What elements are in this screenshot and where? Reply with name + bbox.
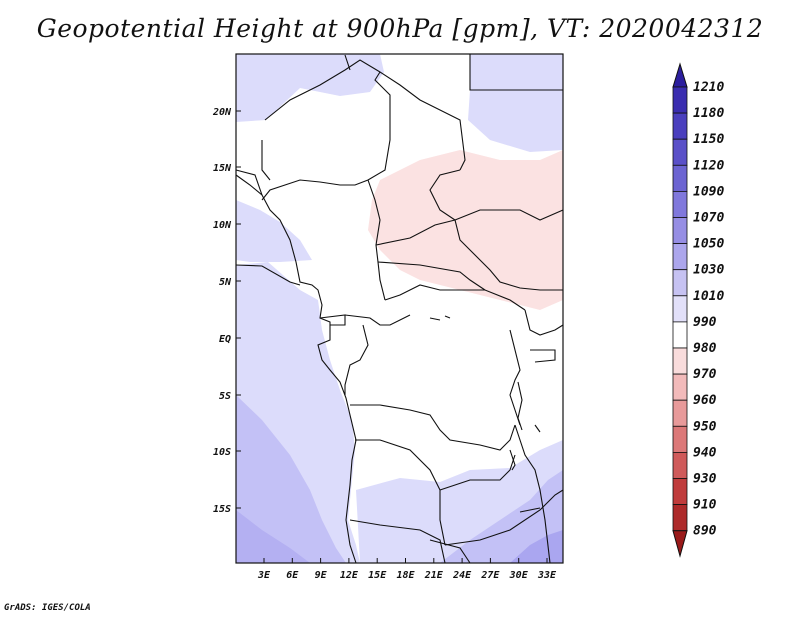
country-borders: [235, 54, 564, 564]
lat-label: 20N: [212, 107, 232, 118]
colorbar-label: 1070: [693, 211, 724, 226]
colorbar-segment: [672, 138, 688, 166]
height-shade-1010-gulf: [236, 200, 312, 262]
lon-label: 33E: [537, 570, 557, 581]
lon-label: 18E: [396, 570, 415, 581]
lon-label: 15E: [368, 570, 387, 581]
colorbar-label: 1210: [693, 80, 724, 95]
lon-label: 27E: [480, 570, 500, 581]
colorbar-label: 1120: [693, 158, 724, 173]
colorbar-label: 930: [693, 472, 717, 487]
colorbar-segment: [672, 425, 688, 453]
colorbar-label: 1010: [693, 289, 724, 304]
software-credit: GrADS: IGES/COLA: [4, 603, 91, 613]
lat-label: 10S: [213, 447, 231, 458]
colorbar-segment: [672, 321, 688, 349]
colorbar-segment: [672, 451, 688, 479]
colorbar-segment: [672, 86, 688, 114]
colorbar-segment: [672, 217, 688, 245]
height-shade-1010: [236, 54, 384, 122]
colorbar-segment: [672, 399, 688, 427]
colorbar-segment: [672, 373, 688, 401]
colorbar-label: 890: [693, 524, 717, 539]
colorbar-label: 990: [693, 315, 717, 330]
lat-label: 15S: [213, 504, 231, 515]
height-shade-1010-north-east: [468, 54, 563, 152]
colorbar-label: 940: [693, 445, 717, 460]
lon-label: 12E: [340, 570, 359, 581]
lat-label: EQ: [219, 334, 231, 345]
colorbar-segment: [672, 295, 688, 323]
colorbar-segment: [672, 190, 688, 218]
colorbar-segment: [672, 112, 688, 140]
lon-label: 6E: [286, 570, 299, 581]
colorbar-label: 980: [693, 341, 717, 356]
lat-label: 10N: [213, 220, 232, 231]
colorbar-segment: [672, 269, 688, 297]
map-panel: [236, 54, 563, 563]
lon-label: 24E: [452, 570, 472, 581]
lat-label: 5S: [219, 391, 231, 402]
colorbar-label: 1180: [693, 106, 724, 121]
height-shade-1050-se: [510, 530, 563, 563]
lon-label: 21E: [424, 570, 444, 581]
lat-label: 5N: [219, 277, 232, 288]
colorbar-top-arrow: [672, 62, 688, 88]
colorbar-label: 1030: [693, 263, 724, 278]
colorbar-segment: [672, 243, 688, 271]
lon-label: 3E: [257, 570, 271, 581]
height-shade-1030-se: [440, 470, 563, 563]
colorbar-label: 1050: [693, 237, 724, 252]
height-shade-990-north: [368, 150, 563, 310]
latitude-axis: 20N 15N 10N 5N EQ 5S 10S 15S: [212, 107, 241, 515]
lon-label: 30E: [509, 570, 529, 581]
colorbar-label: 1090: [693, 184, 724, 199]
colorbar-label: 960: [693, 393, 717, 408]
colorbar-label: 1150: [693, 132, 724, 147]
colorbar-label: 970: [693, 367, 717, 382]
colorbar-segment: [672, 347, 688, 375]
longitude-axis: 3E 6E 9E 12E 15E 18E 21E 24E 27E 30E 33E: [257, 558, 557, 581]
height-shade-1050-sw: [236, 510, 310, 563]
colorbar: 1210 1180 1150 1120 1090 1070 1050 1030 1010 990 9…: [672, 62, 724, 558]
colorbar-bottom-arrow: [672, 530, 688, 558]
colorbar-segment: [672, 164, 688, 192]
colorbar-label: 910: [693, 498, 717, 513]
height-shade-1030-sw: [236, 395, 346, 563]
colorbar-label: 950: [693, 419, 717, 434]
lat-label: 15N: [213, 163, 232, 174]
map-frame: [235, 53, 564, 564]
colorbar-segment: [672, 504, 688, 532]
lon-label: 9E: [315, 570, 328, 581]
map-title: Geopotential Height at 900hPa [gpm], VT:…: [36, 14, 764, 43]
colorbar-segment: [672, 478, 688, 506]
